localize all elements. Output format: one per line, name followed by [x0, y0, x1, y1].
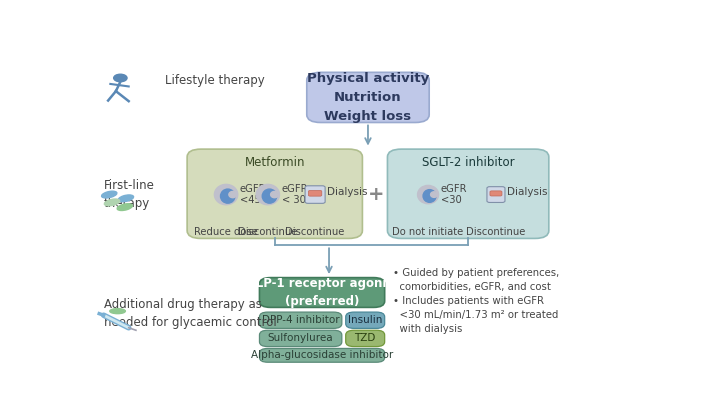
Text: +: + — [368, 185, 385, 204]
FancyBboxPatch shape — [346, 330, 385, 347]
FancyBboxPatch shape — [259, 348, 385, 362]
FancyBboxPatch shape — [346, 312, 385, 328]
Text: Metformin: Metformin — [245, 156, 305, 169]
Text: SGLT-2 inhibitor: SGLT-2 inhibitor — [421, 156, 515, 169]
FancyBboxPatch shape — [307, 72, 429, 123]
Ellipse shape — [118, 195, 134, 202]
Text: Do not initiate: Do not initiate — [393, 227, 464, 237]
Ellipse shape — [220, 189, 235, 203]
FancyBboxPatch shape — [487, 187, 505, 202]
Ellipse shape — [423, 190, 436, 202]
Text: Reduce dose: Reduce dose — [194, 227, 258, 237]
FancyBboxPatch shape — [259, 330, 342, 347]
Ellipse shape — [104, 199, 120, 206]
Text: Physical activity
Nutrition
Weight loss: Physical activity Nutrition Weight loss — [307, 72, 429, 123]
FancyBboxPatch shape — [490, 191, 502, 196]
Text: Dialysis: Dialysis — [327, 187, 368, 197]
Ellipse shape — [215, 184, 238, 205]
Text: Discontinue: Discontinue — [286, 227, 345, 237]
Text: eGFR
< 30: eGFR < 30 — [281, 184, 308, 206]
Circle shape — [113, 74, 127, 82]
Text: Lifestyle therapy: Lifestyle therapy — [165, 74, 265, 87]
Ellipse shape — [229, 191, 237, 198]
Ellipse shape — [431, 192, 437, 197]
Text: TZD: TZD — [355, 333, 376, 344]
Text: GLP-1 receptor agonist
(preferred): GLP-1 receptor agonist (preferred) — [246, 277, 398, 308]
Ellipse shape — [418, 186, 439, 204]
Text: Alpha-glucosidase inhibitor: Alpha-glucosidase inhibitor — [251, 350, 393, 360]
Text: Discontinue: Discontinue — [466, 227, 526, 237]
Text: eGFR
<30: eGFR <30 — [441, 184, 467, 206]
Ellipse shape — [117, 204, 132, 210]
Ellipse shape — [101, 191, 117, 198]
Text: eGFR
<45: eGFR <45 — [240, 184, 266, 206]
Text: DPP-4 inhibitor: DPP-4 inhibitor — [262, 315, 340, 325]
Text: • Guided by patient preferences,
  comorbidities, eGFR, and cost
• Includes pati: • Guided by patient preferences, comorbi… — [393, 268, 559, 334]
Ellipse shape — [256, 184, 279, 205]
Text: Additional drug therapy as
needed for glycaemic control: Additional drug therapy as needed for gl… — [103, 298, 276, 329]
FancyBboxPatch shape — [388, 149, 549, 239]
FancyBboxPatch shape — [259, 312, 342, 328]
Text: Sulfonylurea: Sulfonylurea — [268, 333, 333, 344]
FancyBboxPatch shape — [187, 149, 363, 239]
Ellipse shape — [110, 309, 126, 314]
FancyBboxPatch shape — [259, 278, 385, 307]
FancyBboxPatch shape — [305, 186, 325, 204]
Text: Insulin: Insulin — [348, 315, 383, 325]
Text: Dialysis: Dialysis — [507, 187, 548, 197]
Ellipse shape — [262, 189, 276, 203]
Ellipse shape — [271, 191, 279, 198]
Text: First-line
therapy: First-line therapy — [103, 179, 154, 210]
FancyBboxPatch shape — [309, 190, 322, 196]
Text: Discontinue: Discontinue — [238, 227, 297, 237]
